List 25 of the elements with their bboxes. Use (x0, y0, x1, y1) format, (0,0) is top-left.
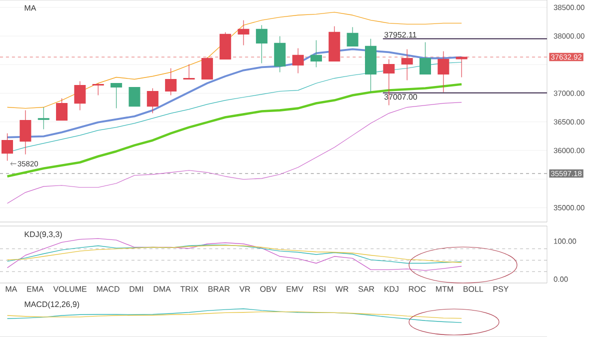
candlestick (38, 106, 50, 130)
candlestick (420, 42, 432, 75)
candlestick (238, 20, 250, 46)
candlestick (110, 82, 122, 109)
candlestick (201, 56, 213, 80)
candlestick (438, 50, 450, 93)
candlestick (2, 133, 14, 162)
candlestick (74, 80, 86, 111)
candlestick (128, 86, 140, 107)
candlestick (56, 98, 68, 121)
candlestick (92, 82, 104, 96)
line-series (6, 83, 463, 178)
candlestick (165, 68, 177, 96)
candlestick (20, 110, 32, 155)
candlestick (256, 24, 268, 64)
line-series (6, 12, 462, 109)
candlestick (346, 26, 358, 47)
candlestick (183, 64, 195, 80)
candlestick (274, 36, 286, 73)
candlestick (292, 48, 304, 74)
line-series (6, 102, 462, 204)
candlestick (456, 56, 468, 78)
candlestick (401, 48, 413, 81)
candlestick (146, 88, 158, 114)
candlestick (310, 40, 322, 68)
